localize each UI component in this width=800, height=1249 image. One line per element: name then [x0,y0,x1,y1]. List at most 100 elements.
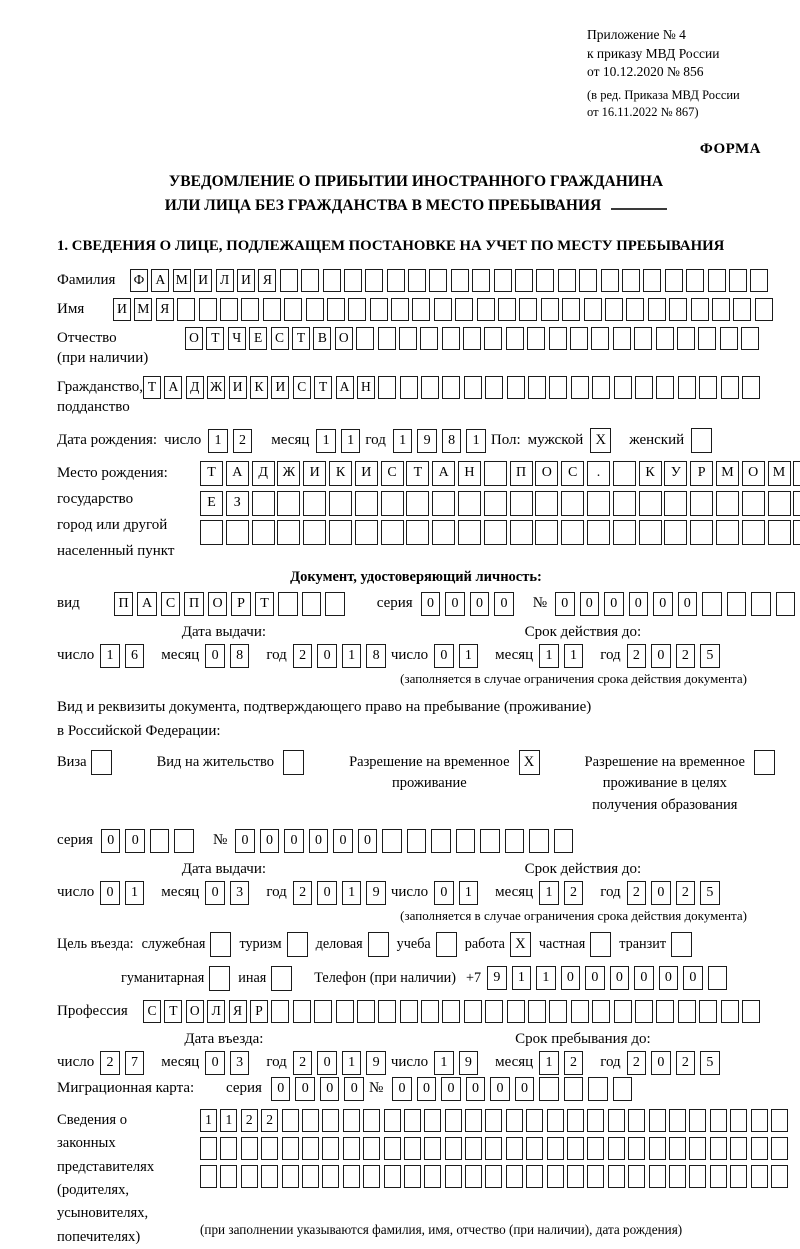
char-cell[interactable] [261,1164,279,1188]
char-cell[interactable] [174,828,194,853]
checkbox-cell[interactable] [435,931,457,957]
char-cell[interactable]: 0 [235,828,255,853]
char-cell[interactable] [403,1108,421,1132]
char-cell[interactable]: 1 [458,880,479,905]
char-cell[interactable] [750,1164,768,1188]
char-cell[interactable]: 0 [494,591,514,616]
char-cell[interactable]: 2 [675,643,696,668]
char-cell[interactable] [567,1108,585,1132]
char-cell[interactable] [444,1108,462,1132]
char-cell[interactable]: Т [254,591,275,616]
char-cell[interactable]: Т [314,375,333,399]
char-cell[interactable] [526,1164,544,1188]
char-cell[interactable]: С [270,327,289,351]
char-cell[interactable]: 0 [205,1050,225,1075]
char-cell[interactable] [515,269,534,293]
char-cell[interactable] [342,1164,360,1188]
checkbox-cell[interactable]: X [590,428,612,454]
char-cell[interactable] [378,999,397,1023]
char-cell[interactable]: 9 [487,966,507,991]
char-cell[interactable]: Т [406,461,430,487]
char-cell[interactable] [431,828,451,853]
char-cell[interactable]: Н [457,461,481,487]
char-cell[interactable] [386,269,405,293]
char-cell[interactable] [540,298,559,322]
char-cell[interactable] [200,1136,217,1160]
char-cell[interactable] [612,327,631,351]
char-cell[interactable]: 1 [124,880,145,905]
char-cell[interactable]: 0 [100,880,120,905]
char-cell[interactable]: М [134,298,153,322]
char-cell[interactable] [335,999,354,1023]
char-cell[interactable] [403,1136,421,1160]
char-cell[interactable] [380,490,404,516]
char-cell[interactable] [655,327,674,351]
char-cell[interactable]: 7 [124,1050,145,1075]
checkbox-cell[interactable] [367,931,389,957]
char-cell[interactable] [528,999,547,1023]
char-cell[interactable] [607,1136,625,1160]
char-cell[interactable] [546,1136,564,1160]
char-cell[interactable] [220,1164,238,1188]
char-cell[interactable]: 0 [205,880,225,905]
char-cell[interactable] [485,1108,503,1132]
char-cell[interactable] [220,1136,238,1160]
char-cell[interactable]: О [741,461,765,487]
char-cell[interactable] [506,999,525,1023]
char-cell[interactable] [612,461,636,487]
char-cell[interactable]: Б [793,461,800,487]
char-cell[interactable] [301,1136,319,1160]
char-cell[interactable]: 1 [340,428,361,453]
char-cell[interactable] [709,1164,727,1188]
char-cell[interactable]: 1 [458,643,479,668]
char-cell[interactable] [750,1136,768,1160]
char-cell[interactable]: 1 [511,966,532,991]
char-cell[interactable] [399,999,418,1023]
char-cell[interactable] [751,591,771,616]
char-cell[interactable]: Н [356,375,375,399]
char-cell[interactable]: 0 [609,966,630,991]
char-cell[interactable] [301,591,322,616]
char-cell[interactable] [271,999,290,1023]
char-cell[interactable] [493,269,512,293]
char-cell[interactable]: 2 [232,428,253,453]
char-cell[interactable]: 0 [653,591,673,616]
char-cell[interactable]: 2 [563,1050,584,1075]
char-cell[interactable]: О [334,327,353,351]
char-cell[interactable]: 0 [270,1076,291,1101]
char-cell[interactable] [424,1136,442,1160]
char-cell[interactable]: 0 [357,828,378,853]
char-cell[interactable] [626,298,645,322]
char-cell[interactable] [281,1164,299,1188]
char-cell[interactable]: 0 [651,880,671,905]
char-cell[interactable] [432,490,456,516]
char-cell[interactable] [328,490,352,516]
char-cell[interactable] [720,375,739,399]
char-cell[interactable]: О [535,461,559,487]
char-cell[interactable]: Я [258,269,277,293]
char-cell[interactable] [648,1108,666,1132]
char-cell[interactable] [634,999,653,1023]
char-cell[interactable] [607,1164,625,1188]
char-cell[interactable]: Л [215,269,234,293]
char-cell[interactable]: М [767,461,791,487]
char-cell[interactable]: 0 [634,966,654,991]
char-cell[interactable] [365,269,384,293]
char-cell[interactable] [343,269,362,293]
char-cell[interactable] [251,490,275,516]
char-cell[interactable] [383,1108,401,1132]
char-cell[interactable] [587,1164,605,1188]
char-cell[interactable]: Т [206,327,225,351]
char-cell[interactable]: Д [251,461,275,487]
char-cell[interactable] [561,490,585,516]
char-cell[interactable] [301,269,320,293]
char-cell[interactable] [505,1164,523,1188]
char-cell[interactable] [643,269,662,293]
char-cell[interactable]: 1 [208,428,228,453]
char-cell[interactable] [363,1136,381,1160]
char-cell[interactable] [634,327,653,351]
char-cell[interactable]: 2 [626,643,647,668]
char-cell[interactable]: К [638,461,662,487]
char-cell[interactable]: Я [155,298,174,322]
char-cell[interactable]: 0 [677,591,697,616]
